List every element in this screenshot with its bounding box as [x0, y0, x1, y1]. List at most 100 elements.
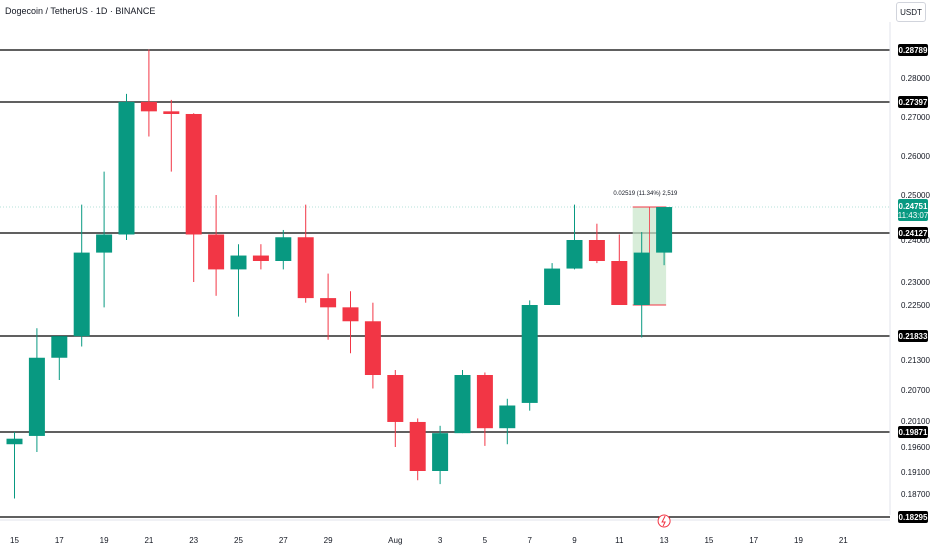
- level-price-tag: [898, 330, 928, 342]
- level-price-tag: [898, 511, 928, 523]
- x-tick-label: 15: [704, 536, 713, 545]
- candle-body: [252, 255, 269, 261]
- candle: [51, 336, 68, 380]
- candle-body: [633, 252, 650, 305]
- x-tick-label: 27: [279, 536, 288, 545]
- candle-body: [432, 433, 449, 471]
- candle-body: [656, 207, 673, 253]
- candle-body: [499, 405, 516, 429]
- candle-body: [409, 421, 426, 471]
- x-tick-label: 19: [100, 536, 109, 545]
- candle-body: [28, 357, 45, 436]
- candle: [118, 93, 135, 240]
- y-tick-label: 0.23000: [901, 278, 930, 287]
- candle: [454, 370, 471, 434]
- currency-button[interactable]: USDT: [896, 2, 926, 22]
- x-tick-label: 13: [660, 536, 669, 545]
- candle-body: [140, 101, 157, 112]
- level-price-tag: [898, 44, 928, 56]
- x-tick-label: 25: [234, 536, 243, 545]
- x-tick-label: 5: [483, 536, 488, 545]
- candle: [230, 244, 247, 317]
- candle-body: [163, 111, 180, 114]
- candle: [28, 328, 45, 452]
- candle: [275, 229, 292, 270]
- level-price-label: 0.21833: [899, 332, 928, 341]
- y-tick-label: 0.20700: [901, 386, 930, 395]
- y-tick-label: 0.27000: [901, 113, 930, 122]
- y-tick-label: 0.19600: [901, 443, 930, 452]
- x-tick-label: 21: [839, 536, 848, 545]
- candle-body: [476, 375, 493, 429]
- candle-body: [611, 261, 628, 305]
- current-price-tag: [898, 199, 928, 221]
- x-tick-label: 3: [438, 536, 443, 545]
- x-tick-label: 17: [55, 536, 64, 545]
- level-price-tag: [898, 426, 928, 438]
- level-price-label: 0.19871: [899, 428, 928, 437]
- countdown-label: 11:43:07: [898, 211, 929, 220]
- candle: [320, 273, 337, 340]
- candle: [73, 204, 90, 347]
- x-tick-label: 29: [324, 536, 333, 545]
- x-tick-label: 23: [189, 536, 198, 545]
- candle-body: [544, 268, 561, 305]
- candle-body: [297, 237, 314, 299]
- event-lightning-icon[interactable]: [657, 514, 671, 528]
- x-tick-label: Aug: [388, 536, 402, 545]
- candle-body: [208, 234, 225, 270]
- level-price-label: 0.27397: [899, 98, 928, 107]
- candle-body: [73, 252, 90, 337]
- level-price-label: 0.18295: [899, 513, 928, 522]
- y-tick-label: 0.24000: [901, 236, 930, 245]
- y-tick-label: 0.18700: [901, 490, 930, 499]
- candle-body: [320, 298, 337, 308]
- candle: [387, 370, 404, 447]
- x-tick-label: 15: [10, 536, 19, 545]
- level-price-label: 0.28789: [899, 46, 928, 55]
- candle: [633, 232, 650, 338]
- y-tick-label: 0.20100: [901, 417, 930, 426]
- candle: [521, 300, 538, 411]
- candle-body: [51, 336, 68, 358]
- candle: [544, 263, 561, 305]
- y-tick-label: 0.26000: [901, 152, 930, 161]
- current-price-label: 0.24751: [899, 202, 928, 211]
- candle: [140, 49, 157, 137]
- candles: [6, 49, 673, 499]
- candle-body: [521, 305, 538, 403]
- candle: [252, 244, 269, 270]
- y-tick-label: 0.25000: [901, 191, 930, 200]
- x-tick-label: 17: [749, 536, 758, 545]
- level-price-label: 0.24127: [899, 229, 928, 238]
- candle-body: [342, 307, 359, 322]
- candle: [656, 207, 673, 266]
- candle-body: [6, 438, 23, 445]
- candle-body: [185, 113, 202, 235]
- x-tick-label: 21: [144, 536, 153, 545]
- horizontal-levels: [0, 49, 890, 518]
- measure-label: 0.02519 (11.34%) 2,519: [613, 191, 678, 197]
- candle-body: [96, 234, 113, 253]
- x-tick-label: 19: [794, 536, 803, 545]
- candle: [364, 302, 381, 389]
- candle: [297, 204, 314, 303]
- candle: [566, 204, 583, 270]
- candle: [476, 372, 493, 446]
- candle-body: [566, 240, 583, 269]
- candle: [96, 171, 113, 308]
- candle: [588, 223, 605, 264]
- x-tick-label: 9: [572, 536, 577, 545]
- candle: [611, 234, 628, 305]
- level-price-tag: [898, 96, 928, 108]
- y-tick-label: 0.21300: [901, 356, 930, 365]
- candle: [6, 432, 23, 499]
- candle-body: [387, 375, 404, 422]
- candle: [185, 113, 202, 282]
- candle: [163, 99, 180, 172]
- y-tick-label: 0.28000: [901, 74, 930, 83]
- candle: [432, 425, 449, 485]
- y-tick-label: 0.19100: [901, 468, 930, 477]
- candle-body: [588, 240, 605, 261]
